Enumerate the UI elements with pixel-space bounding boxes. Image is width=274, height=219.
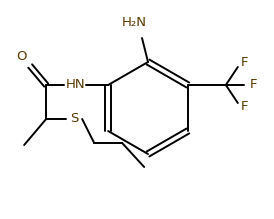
- Text: H₂N: H₂N: [121, 16, 147, 28]
- Text: HN: HN: [65, 78, 85, 92]
- Text: O: O: [16, 51, 26, 64]
- Text: S: S: [70, 113, 78, 125]
- Text: F: F: [250, 78, 258, 92]
- Text: F: F: [241, 101, 249, 113]
- Text: F: F: [241, 57, 249, 69]
